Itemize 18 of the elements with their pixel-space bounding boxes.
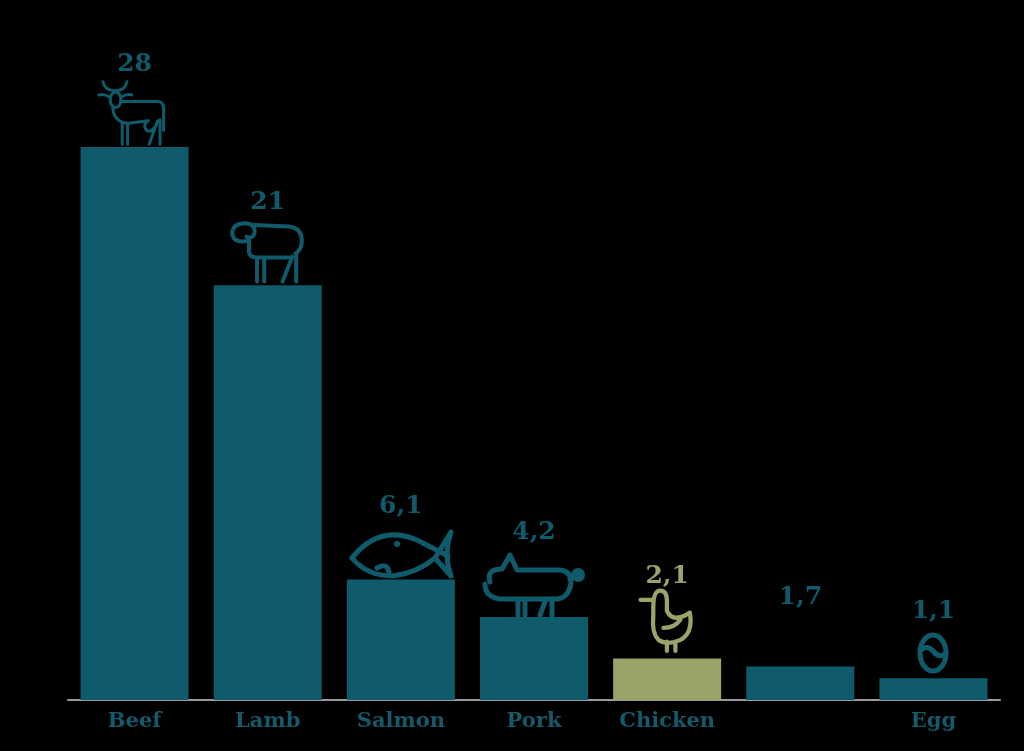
bar (879, 678, 988, 700)
x-tick-label: Salmon (356, 707, 445, 732)
x-tick-label: Pork (506, 707, 562, 732)
data-label: 21 (250, 186, 286, 216)
x-tick-label: Chicken (619, 707, 716, 732)
data-label: 28 (117, 48, 152, 77)
bar (80, 147, 189, 700)
x-tick-label: Beef (107, 707, 164, 732)
data-label: 1,7 (778, 581, 823, 611)
bar (213, 285, 322, 700)
data-label: 4,2 (512, 516, 556, 546)
data-label: 2,1 (645, 559, 689, 589)
x-tick-label: Lamb (235, 707, 301, 732)
data-label: 6,1 (379, 489, 423, 519)
bar (613, 658, 722, 700)
bar (746, 666, 855, 700)
data-label: 1,1 (911, 595, 956, 625)
x-tick-label: Egg (910, 707, 957, 732)
